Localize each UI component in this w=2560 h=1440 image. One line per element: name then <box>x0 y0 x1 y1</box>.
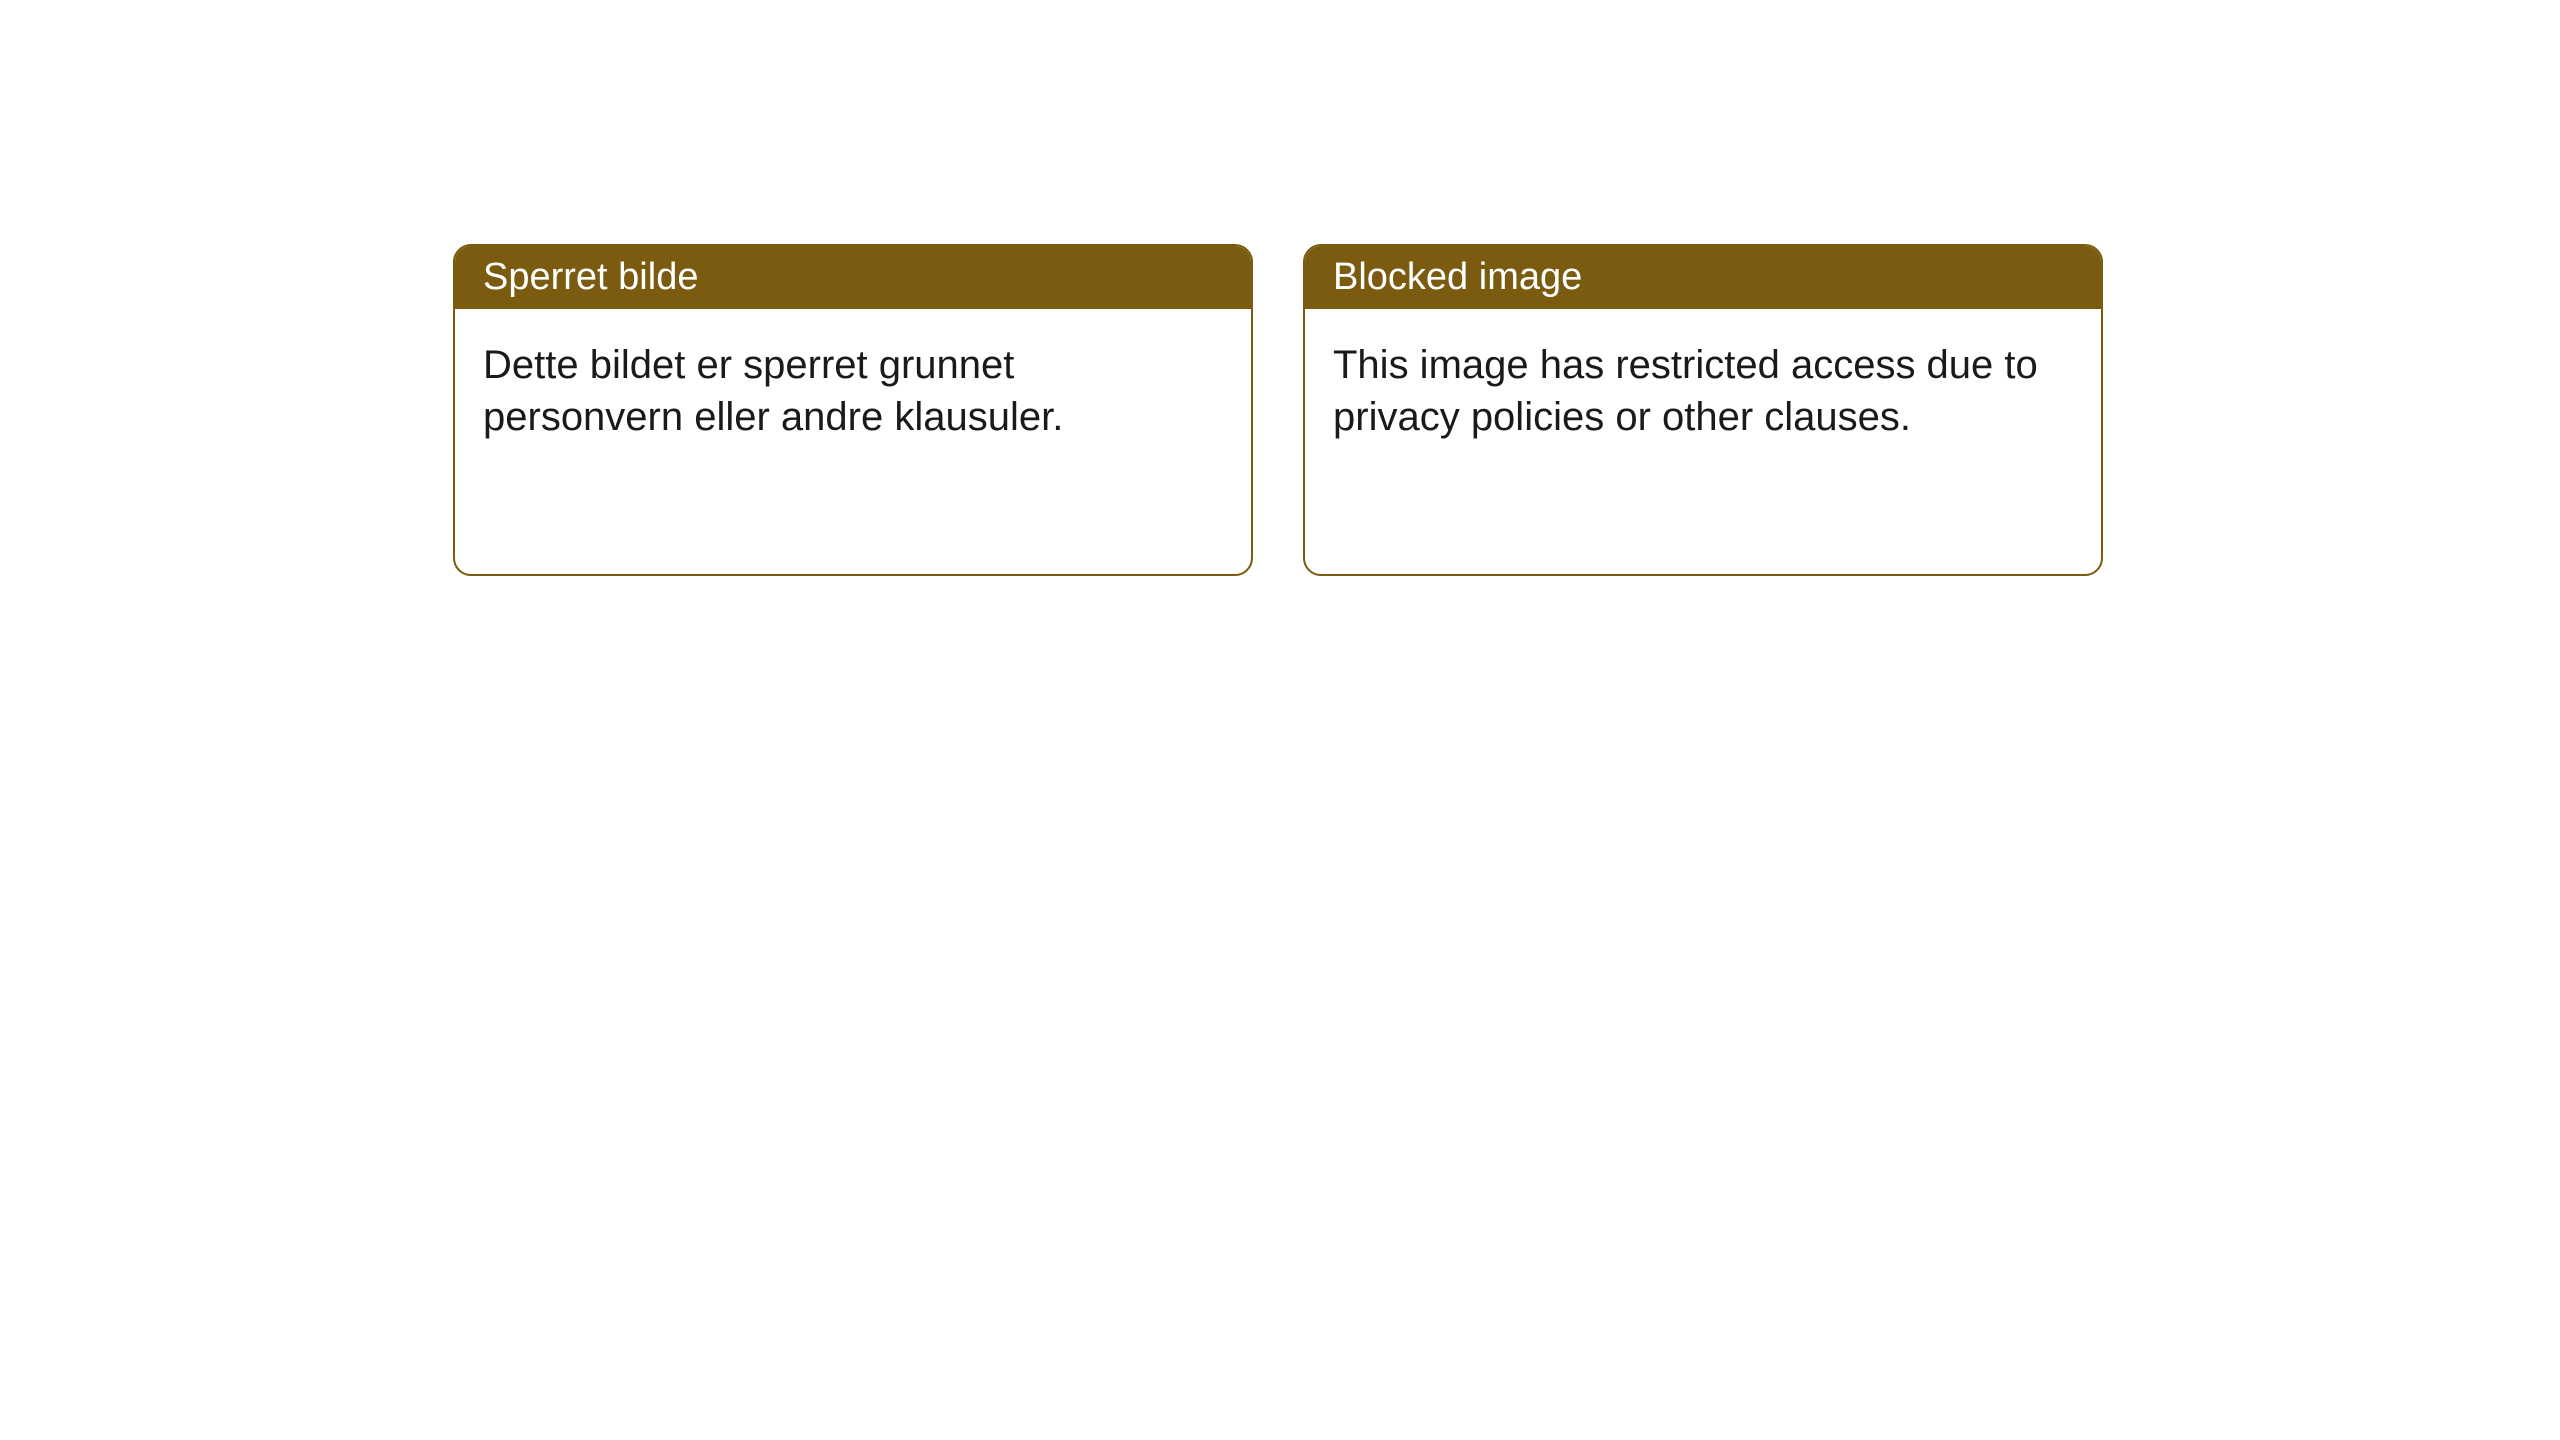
notice-card-english: Blocked image This image has restricted … <box>1303 244 2103 576</box>
notice-header: Blocked image <box>1305 246 2101 309</box>
notice-body: Dette bildet er sperret grunnet personve… <box>455 309 1251 473</box>
notice-card-norwegian: Sperret bilde Dette bildet er sperret gr… <box>453 244 1253 576</box>
notice-body: This image has restricted access due to … <box>1305 309 2101 473</box>
notice-message: Dette bildet er sperret grunnet personve… <box>483 343 1063 439</box>
notice-header: Sperret bilde <box>455 246 1251 309</box>
notice-container: Sperret bilde Dette bildet er sperret gr… <box>0 0 2560 576</box>
notice-message: This image has restricted access due to … <box>1333 343 2038 439</box>
notice-title: Sperret bilde <box>483 256 698 298</box>
notice-title: Blocked image <box>1333 256 1582 298</box>
